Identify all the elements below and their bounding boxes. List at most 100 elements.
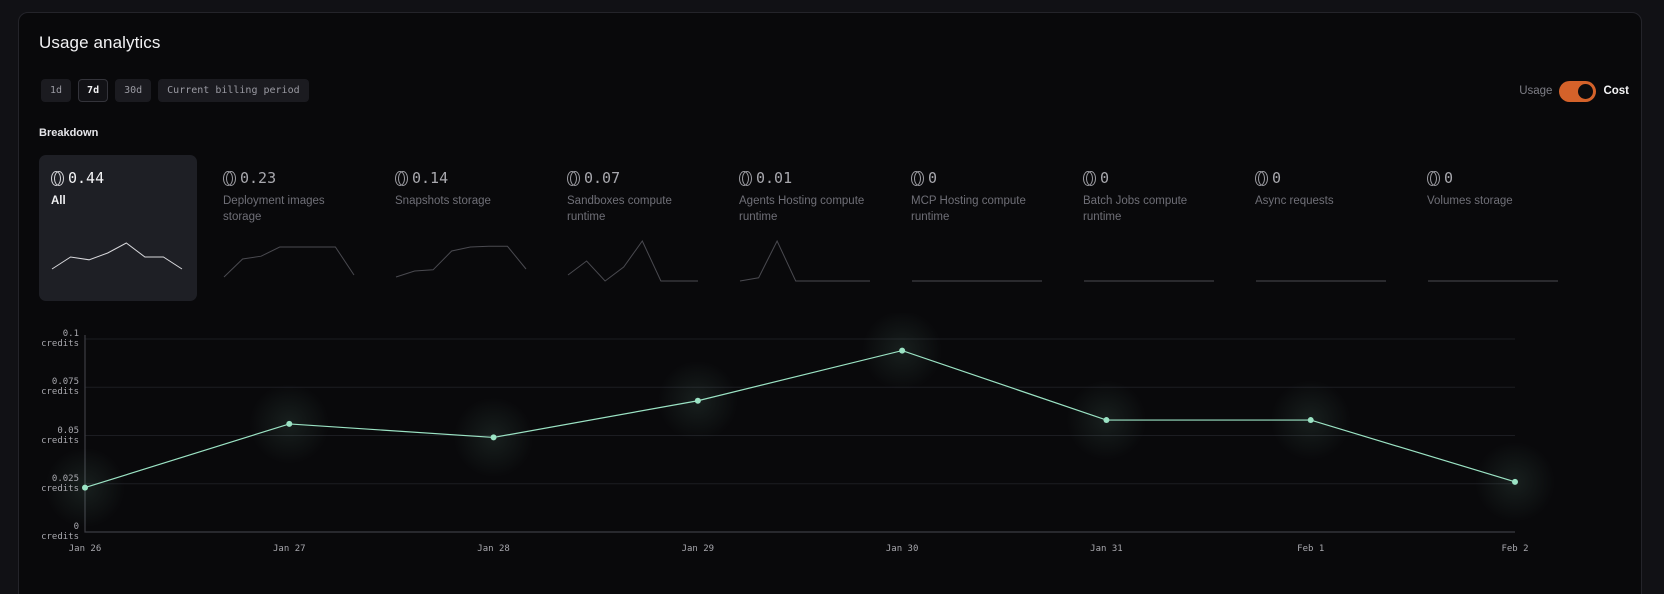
data-point[interactable] — [694, 397, 701, 404]
breakdown-card-snapshots-storage[interactable]: 0.14 Snapshots storage — [383, 155, 541, 301]
cost-label: Cost — [1603, 85, 1629, 97]
range-button-30d[interactable]: 30d — [115, 79, 152, 102]
data-point[interactable] — [1103, 417, 1110, 424]
breakdown-card-volumes-storage[interactable]: 0 Volumes storage — [1415, 155, 1573, 301]
data-point[interactable] — [1307, 417, 1314, 424]
y-tick-value: 0.075 — [51, 377, 79, 388]
x-axis-label: Jan 28 — [477, 544, 510, 554]
coin-icon — [395, 170, 408, 186]
coin-icon — [51, 170, 64, 186]
card-amount: 0.14 — [412, 169, 449, 187]
x-axis-label: Jan 27 — [273, 544, 306, 554]
y-tick-value: 0 — [73, 522, 79, 532]
data-point[interactable] — [1512, 478, 1518, 485]
breakdown-card-deployment-images-storage[interactable]: 0.23 Deployment images storage — [211, 155, 369, 301]
x-axis-label: Jan 29 — [681, 544, 715, 554]
usage-cost-toggle[interactable] — [1559, 80, 1597, 102]
usage-line-chart: 0.1 credits 0.075 credits 0.05 credits 0.025 cr… — [19, 313, 1643, 573]
breakdown-card-batch-jobs-compute-runtime[interactable]: 0 Batch Jobs compute runtime — [1071, 155, 1229, 301]
y-tick-unit: credits — [41, 387, 79, 398]
breakdown-card-mcp-hosting-compute-runtime[interactable]: 0 MCP Hosting compute runtime — [899, 155, 1057, 301]
sparkline — [912, 280, 1042, 282]
breakdown-card-all[interactable]: 0.44 All — [39, 155, 197, 301]
card-label: Sandboxes compute runtime — [567, 195, 672, 223]
sparkline — [1084, 280, 1214, 282]
data-point[interactable] — [286, 420, 293, 427]
card-value: 0 — [1427, 169, 1561, 187]
y-tick-value: 0.1 — [62, 329, 79, 339]
x-axis-label: Jan 26 — [68, 544, 102, 554]
range-button-current-billing-period[interactable]: Current billing period — [158, 79, 309, 102]
range-button-1d[interactable]: 1d — [41, 79, 72, 102]
card-value: 0 — [1255, 169, 1389, 187]
chart-axes — [84, 335, 1515, 533]
breakdown-heading: Breakdown — [39, 127, 99, 139]
chart-plot-area — [45, 313, 1555, 533]
y-axis-label: 0.025 credits — [31, 474, 79, 494]
card-amount: 0 — [928, 169, 938, 187]
series-line — [84, 349, 1516, 489]
x-axis-label: Feb 1 — [1297, 544, 1325, 554]
x-axis-label: Jan 30 — [885, 544, 919, 554]
x-axis-label: Feb 2 — [1501, 544, 1529, 554]
card-value: 0 — [911, 169, 1045, 187]
sparkline — [395, 245, 527, 278]
data-point[interactable] — [490, 434, 497, 441]
card-value: 0.23 — [223, 169, 357, 187]
sparkline — [51, 242, 183, 270]
y-tick-unit: credits — [41, 435, 79, 446]
breakdown-card-agents-hosting-compute-runtime[interactable]: 0.01 Agents Hosting compute runtime — [727, 155, 885, 301]
card-amount: 0.01 — [756, 169, 793, 187]
coin-icon — [911, 170, 924, 186]
card-value: 0.14 — [395, 169, 529, 187]
coin-icon — [223, 170, 236, 186]
y-axis-label: 0 credits — [31, 522, 79, 542]
x-axis-label: Jan 31 — [1090, 544, 1123, 554]
coin-icon — [1427, 170, 1440, 186]
card-label: All — [51, 195, 66, 207]
card-label: Async requests — [1255, 195, 1334, 207]
card-label: Volumes storage — [1427, 195, 1513, 207]
sparkline — [567, 240, 698, 282]
card-label: Batch Jobs compute runtime — [1083, 195, 1188, 223]
usage-cost-toggle-group: Usage Cost — [1519, 79, 1629, 103]
y-axis-label: 0.05 credits — [31, 426, 79, 446]
usage-label: Usage — [1519, 85, 1553, 97]
card-amount: 0 — [1272, 169, 1282, 187]
data-point[interactable] — [899, 347, 906, 354]
y-axis-label: 0.1 credits — [31, 329, 79, 349]
sparkline — [739, 239, 870, 282]
range-button-7d[interactable]: 7d — [78, 79, 109, 102]
sparkline — [1256, 280, 1386, 282]
coin-icon — [739, 170, 752, 186]
card-label: Agents Hosting compute runtime — [739, 195, 865, 223]
coin-icon — [567, 170, 580, 186]
y-tick-unit: credits — [41, 483, 79, 494]
card-value: 0 — [1083, 169, 1217, 187]
page-title: Usage analytics — [39, 33, 161, 52]
card-amount: 0 — [1100, 169, 1110, 187]
card-value: 0.01 — [739, 169, 873, 187]
coin-icon — [1083, 170, 1096, 186]
sparkline — [223, 246, 355, 278]
breakdown-card-async-requests[interactable]: 0 Async requests — [1243, 155, 1401, 301]
card-amount: 0.44 — [68, 169, 105, 187]
y-axis-label: 0.075 credits — [31, 377, 79, 397]
usage-analytics-panel: Usage analytics 1d 7d 30d Current billing p… — [18, 12, 1642, 594]
sparkline — [1428, 280, 1558, 282]
card-amount: 0.07 — [584, 169, 621, 187]
card-amount: 0.23 — [240, 169, 277, 187]
card-label: Snapshots storage — [395, 195, 491, 207]
data-point[interactable] — [82, 484, 88, 491]
breakdown-card-sandboxes-compute-runtime[interactable]: 0.07 Sandboxes compute runtime — [555, 155, 713, 301]
card-label: MCP Hosting compute runtime — [911, 195, 1026, 223]
card-label: Deployment images storage — [223, 195, 325, 223]
y-tick-unit: credits — [41, 532, 79, 542]
card-value: 0.07 — [567, 169, 701, 187]
y-tick-value: 0.05 — [57, 425, 79, 436]
time-range-selector: 1d 7d 30d Current billing period — [41, 79, 309, 102]
card-value: 0.44 — [51, 169, 185, 187]
y-tick-unit: credits — [41, 339, 79, 349]
breakdown-cards: 0.44 All 0.23 Deployment images storage 0.14… — [39, 155, 1587, 301]
y-tick-value: 0.025 — [51, 473, 79, 484]
